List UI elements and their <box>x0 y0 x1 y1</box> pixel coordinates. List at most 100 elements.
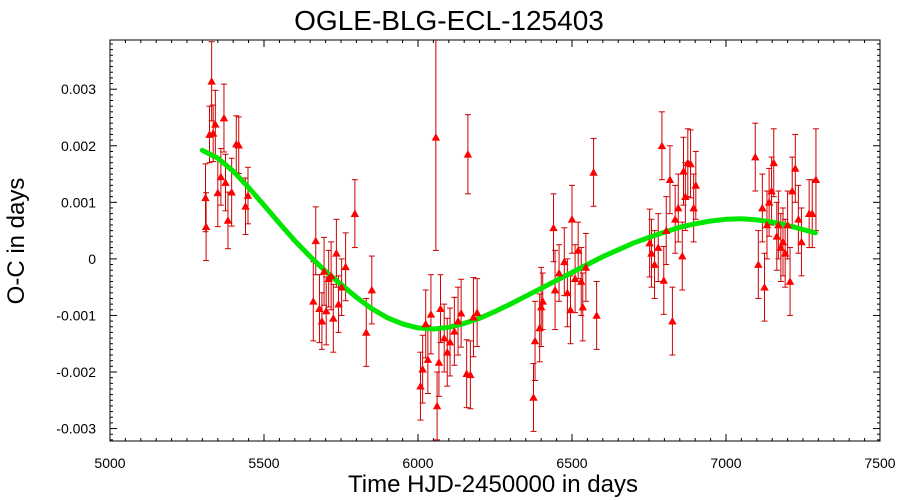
data-point <box>453 316 463 325</box>
data-point <box>581 263 591 271</box>
data-point <box>668 316 677 325</box>
data-point <box>362 328 371 336</box>
data-point <box>463 150 473 158</box>
data-point <box>332 249 341 257</box>
data-point <box>216 172 226 181</box>
data-point <box>758 203 767 212</box>
data-point <box>550 285 560 294</box>
data-point <box>665 175 675 184</box>
data-point <box>466 370 475 379</box>
data-point <box>566 305 575 314</box>
data-point <box>241 202 250 210</box>
data-point <box>221 178 230 186</box>
data-point <box>334 299 343 308</box>
data-point <box>788 186 797 195</box>
y-tick-label: 0.003 <box>61 81 96 97</box>
data-point <box>530 336 540 345</box>
y-tick-label: -0.003 <box>56 421 96 437</box>
data-point <box>456 308 466 317</box>
data-point <box>213 188 222 197</box>
data-point <box>774 220 783 229</box>
data-point <box>326 271 336 280</box>
data-point <box>776 243 786 251</box>
data-point <box>808 209 817 217</box>
data-point <box>578 302 587 311</box>
axis-ticks: 5000 5500 6000 6500 7000 7500 -0.003 -0.002 -0.0… <box>56 40 896 471</box>
data-point <box>319 267 329 275</box>
data-point <box>767 186 776 195</box>
data-point <box>416 381 425 390</box>
data-point <box>211 120 220 128</box>
data-point <box>549 223 558 232</box>
data-point <box>567 215 577 223</box>
data-point <box>322 306 331 315</box>
data-point <box>592 311 601 319</box>
data-point <box>450 327 459 335</box>
data-point <box>329 314 338 322</box>
x-tick-label: 7500 <box>864 455 895 471</box>
data-point <box>573 246 583 254</box>
data-point <box>443 348 452 356</box>
data-point <box>350 209 360 217</box>
data-point <box>418 364 427 373</box>
data-point <box>769 158 778 167</box>
data-point <box>678 251 687 260</box>
data-point <box>431 133 441 141</box>
data-point <box>577 277 586 285</box>
x-tick-label: 6500 <box>556 455 587 471</box>
data-point <box>791 164 800 172</box>
data-point <box>315 304 324 313</box>
data-markers <box>201 77 821 410</box>
data-point <box>535 323 544 332</box>
data-point <box>311 236 320 245</box>
data-point <box>589 168 598 176</box>
fit-curve <box>199 147 818 332</box>
data-point <box>654 243 663 251</box>
data-point <box>754 260 763 268</box>
data-point <box>794 215 803 223</box>
data-point <box>691 181 701 189</box>
data-point <box>689 203 698 212</box>
data-point <box>679 167 688 175</box>
data-point <box>423 355 433 363</box>
data-point <box>201 222 211 231</box>
x-tick-label: 5000 <box>94 455 125 471</box>
data-point <box>529 393 538 401</box>
data-point <box>309 297 318 305</box>
data-point <box>243 191 253 199</box>
data-point <box>434 358 444 366</box>
data-point <box>659 276 668 284</box>
data-point <box>472 308 482 316</box>
x-axis-label: Time HJD-2450000 in days <box>348 471 638 498</box>
y-tick-label: -0.002 <box>56 364 96 380</box>
data-point <box>686 159 695 168</box>
data-point <box>785 277 795 285</box>
data-point <box>537 302 546 311</box>
data-point <box>341 262 350 271</box>
data-point <box>554 268 564 277</box>
data-point <box>657 141 667 150</box>
data-point <box>780 249 790 257</box>
x-tick-label: 5500 <box>248 455 279 471</box>
data-point <box>234 140 243 149</box>
data-point <box>445 337 455 346</box>
data-point <box>421 319 430 328</box>
data-point <box>570 274 580 283</box>
data-point <box>797 237 806 246</box>
data-point <box>367 285 376 294</box>
plot-area-frame <box>109 39 881 442</box>
y-tick-label: 0.001 <box>61 194 96 210</box>
data-point <box>670 215 680 223</box>
data-point <box>645 238 654 247</box>
data-point <box>436 304 445 313</box>
data-point <box>764 198 774 206</box>
data-point <box>650 260 659 268</box>
data-point <box>783 220 792 229</box>
data-point <box>560 257 569 266</box>
data-point <box>762 220 772 229</box>
data-point <box>751 152 760 161</box>
data-point <box>201 193 210 202</box>
data-point <box>662 226 671 234</box>
y-tick-label: 0 <box>88 251 96 267</box>
